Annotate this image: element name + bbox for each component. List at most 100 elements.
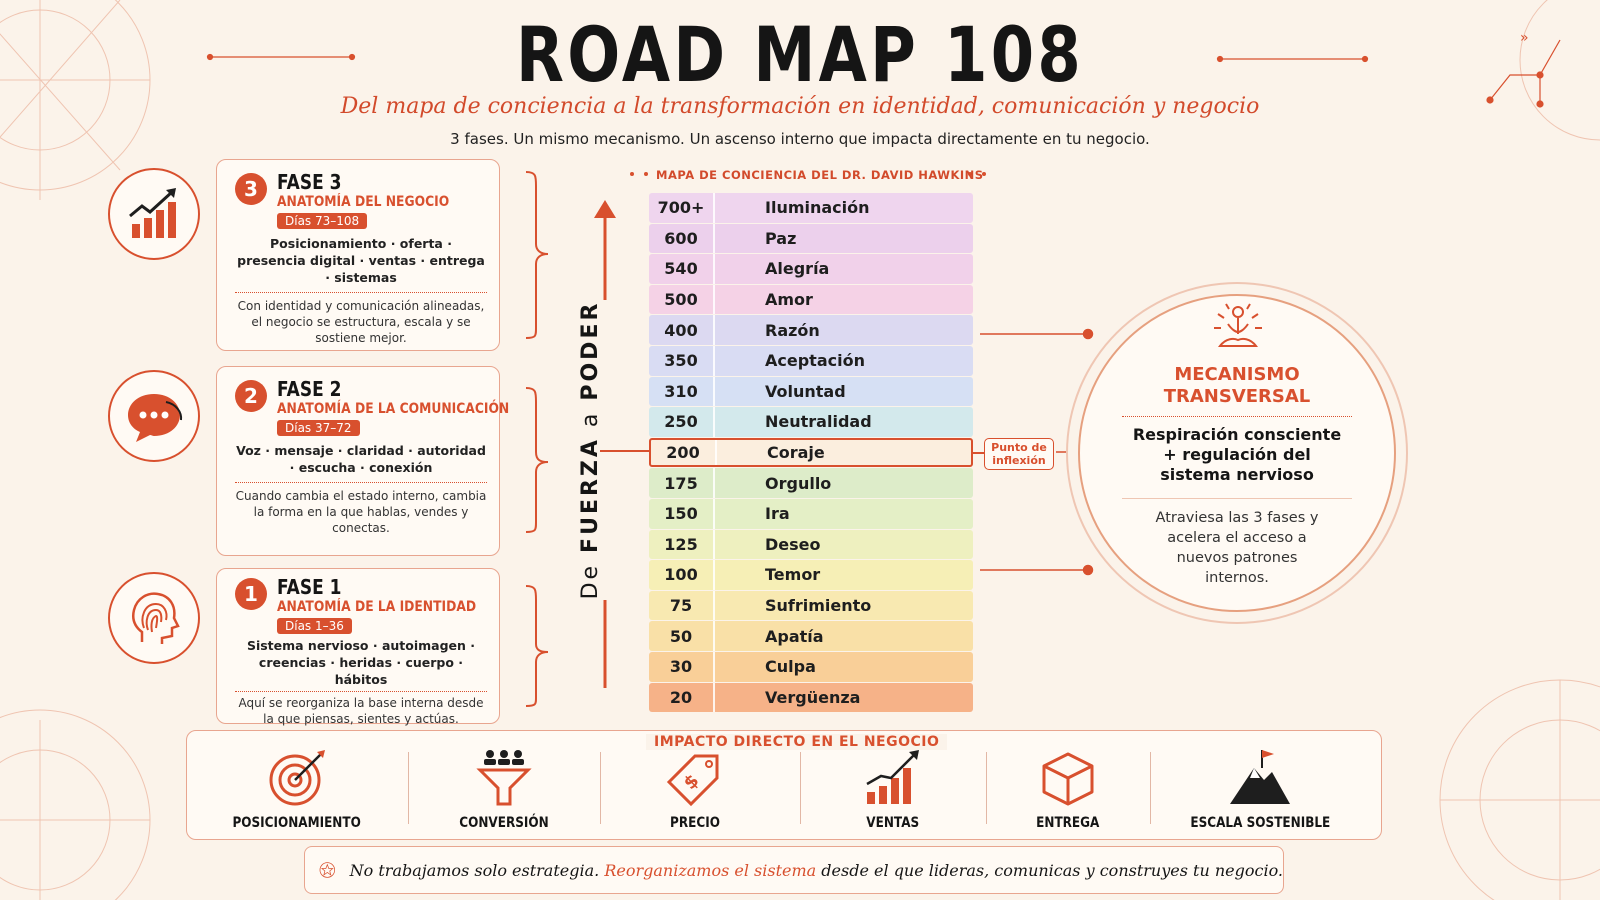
phase-2-title: ANATOMÍA DE LA COMUNICACIÓN: [277, 401, 510, 417]
phase-3-days: Días 73–108: [277, 213, 368, 229]
phase-3-icon-circle: [108, 168, 200, 260]
mechanism-subtext: Atraviesa las 3 fases y acelera el acces…: [1155, 510, 1319, 586]
impact-separator: [800, 752, 801, 824]
scale-row: 400 Razón: [649, 315, 973, 345]
scale-level-value: 75: [649, 590, 715, 621]
footer-text: No trabajamos solo estrategia. Reorganiz…: [350, 861, 1283, 880]
scale-level-name: Razón: [765, 320, 820, 340]
scale-row: 600 Paz: [649, 223, 973, 254]
impact-label: ENTREGA: [1036, 815, 1100, 831]
phase-1-card: 1 FASE 1 ANATOMÍA DE LA IDENTIDAD Días 1…: [216, 568, 500, 727]
scale-row: 175 Orgullo: [649, 468, 973, 498]
funnel-icon: [476, 750, 532, 806]
scale-level-value: 400: [649, 315, 715, 345]
meditation-icon: [1214, 303, 1262, 347]
impact-separator: [1150, 752, 1151, 824]
phase-2-name: FASE 2: [277, 377, 342, 401]
scale-row: 540 Alegría: [649, 254, 973, 284]
scale-level-value: 540: [649, 254, 715, 284]
mechanism-main-text: Respiración consciente + regulación del …: [1132, 425, 1342, 484]
scale-row: 50 Apatía: [649, 621, 973, 651]
scale-row: 700+ Iluminación: [649, 193, 973, 223]
scale-level-name: Aceptación: [765, 351, 865, 371]
scale-row: 310 Voluntad: [649, 376, 973, 407]
star-icon: [319, 862, 336, 878]
impact-item-ventas: VENTAS: [803, 748, 983, 831]
impact-item-entrega: ENTREGA: [978, 748, 1158, 831]
scale-level-name: Sufrimiento: [765, 596, 872, 616]
scale-level-value: 50: [649, 621, 715, 651]
scale-row: 150 Ira: [649, 499, 973, 529]
phase-2-note: Cuando cambia el estado interno, cambia …: [235, 482, 487, 536]
scale-row: 500 Amor: [649, 284, 973, 315]
phase-3-number: 3: [235, 173, 267, 205]
svg-text:»: »: [1520, 30, 1529, 46]
impact-title: IMPACTO DIRECTO EN EL NEGOCIO: [646, 734, 948, 750]
axis-to: PODER: [577, 300, 603, 401]
scale-row: 100 Temor: [649, 560, 973, 590]
impact-label: CONVERSIÓN: [459, 815, 549, 831]
mountain-flag-icon: [1230, 750, 1290, 804]
impact-separator: [600, 752, 601, 824]
scale-row: 200 Coraje: [649, 437, 973, 468]
impact-label: PRECIO: [670, 815, 720, 831]
scale-level-name: Coraje: [767, 443, 825, 463]
scale-level-name: Culpa: [765, 657, 816, 677]
footer-text-end: desde el que lideras, comunicas y constr…: [821, 860, 1283, 880]
phase-3-topics: Posicionamiento · oferta · presencia dig…: [237, 236, 485, 285]
phase-3-card: 3 FASE 3 ANATOMÍA DEL NEGOCIO Días 73–10…: [216, 159, 500, 351]
scale-row: 30 Culpa: [649, 652, 973, 682]
impact-label: VENTAS: [866, 815, 920, 831]
impact-label: POSICIONAMIENTO: [232, 815, 362, 831]
phase-2-icon-circle: [108, 370, 200, 462]
scale-level-value: 600: [649, 223, 715, 254]
scale-level-name: Apatía: [765, 626, 824, 646]
impact-item-escala: ESCALA SOSTENIBLE: [1170, 748, 1350, 831]
impact-item-posicionamiento: POSICIONAMIENTO: [207, 748, 387, 831]
scale-level-value: 500: [649, 284, 715, 315]
sales-chart-icon: [866, 750, 919, 804]
scale-level-name: Vergüenza: [765, 687, 861, 707]
scale-title: MAPA DE CONCIENCIA DEL DR. DAVID HAWKINS: [656, 168, 984, 182]
scale-level-value: 200: [651, 439, 717, 466]
phase-2-card: 2 FASE 2 ANATOMÍA DE LA COMUNICACIÓN Día…: [216, 366, 509, 556]
scale-level-name: Deseo: [765, 534, 821, 554]
phase-2-days: Días 37–72: [277, 420, 360, 436]
phase-1-note: Aquí se reorganiza la base interna desde…: [235, 691, 487, 727]
footer-text-highlight: Reorganizamos el sistema: [604, 860, 817, 880]
scale-row: 125 Deseo: [649, 529, 973, 560]
scale-level-name: Amor: [765, 290, 813, 310]
box-icon: [1042, 752, 1094, 806]
scale-level-value: 310: [649, 376, 715, 407]
scale-level-value: 175: [649, 468, 715, 498]
impact-label: ESCALA SOSTENIBLE: [1190, 815, 1330, 831]
phase-3-name: FASE 3: [277, 170, 342, 194]
phase-brackets: [525, 171, 549, 707]
scale-level-value: 350: [649, 346, 715, 376]
phase-1-number: 1: [235, 578, 267, 610]
phase-2-number: 2: [235, 380, 267, 412]
scale-level-value: 125: [649, 529, 715, 560]
scale-row: 20 Vergüenza: [649, 682, 973, 713]
scale-row: 75 Sufrimiento: [649, 590, 973, 621]
scale-level-value: 250: [649, 407, 715, 437]
phase-1-days: Días 1–36: [277, 618, 352, 634]
phase-1-icon-circle: [108, 572, 200, 664]
scale-level-name: Iluminación: [765, 198, 870, 218]
phase-1-topics: Sistema nervioso · autoimagen · creencia…: [246, 638, 476, 687]
axis-mid: a: [577, 400, 603, 438]
axis-from: FUERZA: [577, 437, 603, 553]
speech-bubble-icon: [128, 394, 183, 442]
page-tagline: 3 fases. Un mismo mecanismo. Un ascenso …: [450, 130, 1150, 148]
mechanism-divider-bottom: [1122, 498, 1352, 499]
mechanism-divider-top: [1122, 416, 1352, 417]
target-icon: [269, 750, 325, 806]
phase-1-name: FASE 1: [277, 575, 342, 599]
scale-level-value: 20: [649, 682, 715, 713]
scale-level-value: 100: [649, 560, 715, 590]
price-tag-icon: $: [666, 754, 719, 807]
inflection-label: Punto de inflexión: [984, 438, 1054, 470]
scale-level-name: Voluntad: [765, 381, 846, 401]
impact-item-precio: $ PRECIO: [605, 748, 785, 831]
